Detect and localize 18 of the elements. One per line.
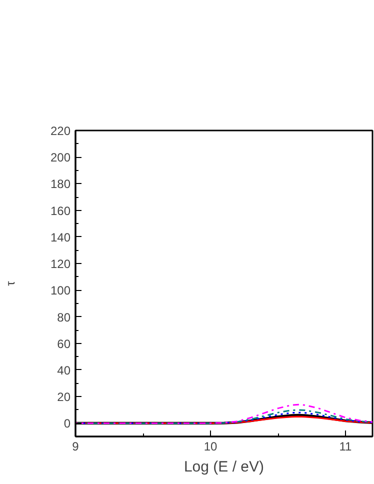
y-tick-label: 100 — [50, 284, 71, 298]
y-tick-label: 60 — [57, 336, 71, 351]
y-tick-label: 180 — [50, 177, 71, 192]
y-tick-label: 120 — [50, 257, 71, 272]
x-tick-label: 9 — [72, 440, 80, 454]
line-series — [76, 404, 372, 424]
y-tick-label: 160 — [50, 204, 71, 218]
y-tick-label: 0 — [64, 416, 71, 431]
y-tick-label: 200 — [50, 150, 71, 165]
y-tick-label: 140 — [50, 230, 71, 244]
y-tick-label: 220 — [50, 124, 71, 138]
x-axis-title: Log (E / eV) — [184, 458, 264, 476]
x-tick-label: 10 — [204, 440, 218, 454]
y-tick-label: 40 — [57, 363, 71, 378]
y-tick-label: 20 — [57, 390, 71, 404]
y-tick-label: 80 — [57, 310, 71, 324]
y-axis-title: τ — [3, 280, 18, 286]
x-tick-label: 11 — [339, 440, 352, 454]
